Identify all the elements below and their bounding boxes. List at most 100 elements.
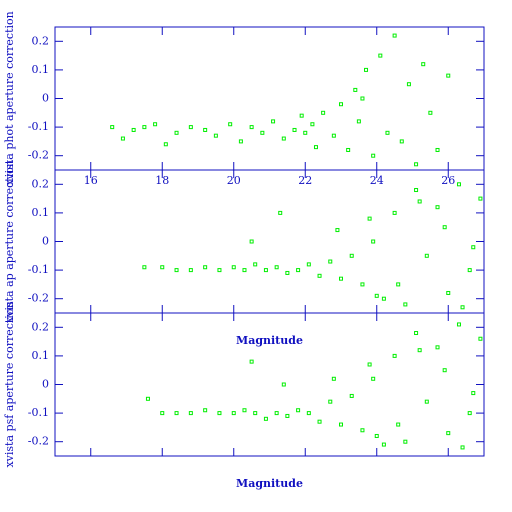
point bbox=[120, 136, 125, 141]
point bbox=[367, 362, 372, 367]
point bbox=[446, 290, 451, 295]
point bbox=[321, 110, 326, 115]
point bbox=[242, 408, 247, 413]
point bbox=[278, 210, 283, 215]
point bbox=[360, 96, 365, 101]
point bbox=[213, 133, 218, 138]
point bbox=[435, 205, 440, 210]
point bbox=[253, 411, 258, 416]
point bbox=[456, 322, 461, 327]
y-tick-label: -0.2 bbox=[28, 292, 49, 305]
x-tick-label: 24 bbox=[370, 174, 384, 187]
point bbox=[371, 153, 376, 158]
point bbox=[160, 411, 165, 416]
point bbox=[374, 433, 379, 438]
point bbox=[339, 102, 343, 107]
point bbox=[203, 408, 208, 413]
point bbox=[274, 265, 279, 270]
point bbox=[188, 411, 193, 416]
point bbox=[446, 73, 451, 78]
point bbox=[392, 33, 397, 38]
point bbox=[396, 282, 401, 287]
x-tick-label: 20 bbox=[227, 174, 241, 187]
point bbox=[403, 439, 408, 444]
point bbox=[310, 122, 315, 127]
point bbox=[424, 399, 429, 404]
point bbox=[424, 253, 429, 258]
x-axis-label: Magnitude bbox=[236, 334, 303, 347]
point bbox=[414, 162, 419, 167]
point bbox=[478, 336, 483, 341]
y-tick-label: 0.1 bbox=[32, 206, 50, 219]
point bbox=[142, 125, 147, 130]
point bbox=[263, 268, 268, 273]
point bbox=[188, 268, 193, 273]
plot-frame bbox=[54, 26, 485, 171]
point bbox=[217, 268, 222, 273]
point bbox=[110, 125, 115, 130]
point bbox=[331, 376, 336, 381]
point bbox=[203, 265, 208, 270]
y-tick-label: -0.2 bbox=[28, 435, 49, 448]
point bbox=[292, 127, 297, 132]
point bbox=[253, 262, 258, 267]
point bbox=[392, 210, 397, 215]
point bbox=[385, 130, 390, 135]
point bbox=[242, 268, 247, 273]
x-tick-label: 26 bbox=[441, 174, 455, 187]
point bbox=[271, 119, 276, 124]
point bbox=[174, 268, 179, 273]
point bbox=[417, 348, 422, 353]
point bbox=[460, 445, 465, 450]
y-tick-label: -0.1 bbox=[28, 263, 49, 276]
point bbox=[360, 428, 365, 433]
point bbox=[353, 87, 358, 92]
point bbox=[471, 391, 476, 396]
y-tick-label: 0.2 bbox=[32, 177, 50, 190]
y-axis-label: xvista psf aperture correction bbox=[3, 301, 16, 467]
point bbox=[471, 245, 476, 250]
plot-frame bbox=[54, 169, 485, 314]
point bbox=[335, 228, 340, 233]
point bbox=[306, 262, 311, 267]
point bbox=[442, 225, 447, 230]
x-tick-label: 16 bbox=[84, 174, 98, 187]
y-axis-label: xvista phot aperture correction bbox=[3, 11, 16, 185]
point bbox=[360, 282, 365, 287]
point bbox=[460, 305, 465, 310]
y-tick-label: 0.1 bbox=[32, 349, 50, 362]
point bbox=[414, 331, 419, 336]
y-tick-label: -0.1 bbox=[28, 120, 49, 133]
point bbox=[306, 411, 311, 416]
point bbox=[249, 359, 254, 364]
point bbox=[421, 62, 426, 67]
point bbox=[153, 122, 158, 127]
point bbox=[346, 147, 351, 152]
point bbox=[163, 142, 168, 147]
y-tick-label: -0.2 bbox=[28, 149, 49, 162]
point bbox=[381, 442, 386, 447]
point bbox=[428, 110, 433, 115]
point bbox=[260, 130, 265, 135]
y-tick-label: 0 bbox=[42, 235, 49, 248]
point bbox=[174, 411, 179, 416]
point bbox=[399, 139, 404, 144]
point bbox=[442, 368, 447, 373]
point bbox=[231, 411, 236, 416]
point bbox=[249, 239, 254, 244]
point bbox=[299, 113, 304, 118]
point bbox=[349, 253, 354, 258]
point bbox=[317, 419, 322, 424]
point bbox=[296, 408, 301, 413]
point bbox=[285, 270, 290, 275]
y-tick-label: 0.2 bbox=[32, 34, 50, 47]
point bbox=[274, 411, 279, 416]
point bbox=[339, 276, 343, 281]
x-tick-label: 18 bbox=[155, 174, 169, 187]
point bbox=[188, 125, 193, 130]
point bbox=[371, 239, 376, 244]
point bbox=[392, 353, 397, 358]
point bbox=[417, 199, 422, 204]
point bbox=[160, 265, 165, 270]
